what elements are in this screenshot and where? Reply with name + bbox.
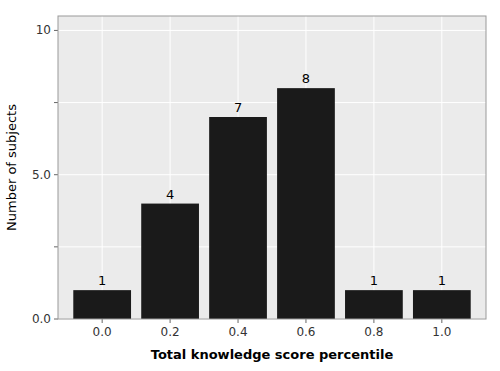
data-label: 7 (234, 100, 242, 115)
tick-mark (54, 174, 58, 175)
data-label: 1 (370, 273, 378, 288)
tick-mark (305, 319, 306, 323)
bar (209, 117, 267, 319)
tick-label: 0.0 (93, 325, 112, 339)
data-label: 1 (438, 273, 446, 288)
x-axis-label: Total knowledge score percentile (151, 347, 394, 362)
tick-mark (373, 319, 374, 323)
tick-mark (54, 30, 58, 31)
bar (141, 204, 199, 319)
plot-frame (58, 16, 486, 319)
tick-label: 10 (36, 23, 51, 37)
bar (73, 290, 131, 319)
tick-label: 0.6 (296, 325, 315, 339)
tick-label: 0.0 (32, 312, 51, 326)
y-axis-label: Number of subjects (4, 104, 19, 231)
tick-mark (54, 319, 58, 320)
tick-mark (54, 102, 58, 103)
tick-mark (441, 319, 442, 323)
tick-label: 5.0 (32, 168, 51, 182)
grid-line (58, 30, 486, 31)
grid-line (58, 102, 486, 103)
grid-line (58, 246, 486, 247)
tick-mark (54, 246, 58, 247)
tick-mark (102, 319, 103, 323)
plot-area (58, 16, 486, 319)
tick-mark (170, 319, 171, 323)
data-label: 4 (166, 187, 174, 202)
data-label: 1 (98, 273, 106, 288)
bar (277, 88, 335, 319)
bars (73, 88, 470, 319)
tick-label: 0.2 (161, 325, 180, 339)
tick-mark (238, 319, 239, 323)
tick-label: 0.4 (228, 325, 247, 339)
data-label: 8 (302, 71, 310, 86)
bar (345, 290, 403, 319)
bar (413, 290, 471, 319)
tick-label: 0.8 (364, 325, 383, 339)
chart: 0.0 5.0 10 0.0 0.2 0.4 0.6 0.8 1.0 1 4 7 8 1 1 Total kn… (0, 0, 500, 371)
tick-label: 1.0 (432, 325, 451, 339)
grid-line (58, 174, 486, 175)
